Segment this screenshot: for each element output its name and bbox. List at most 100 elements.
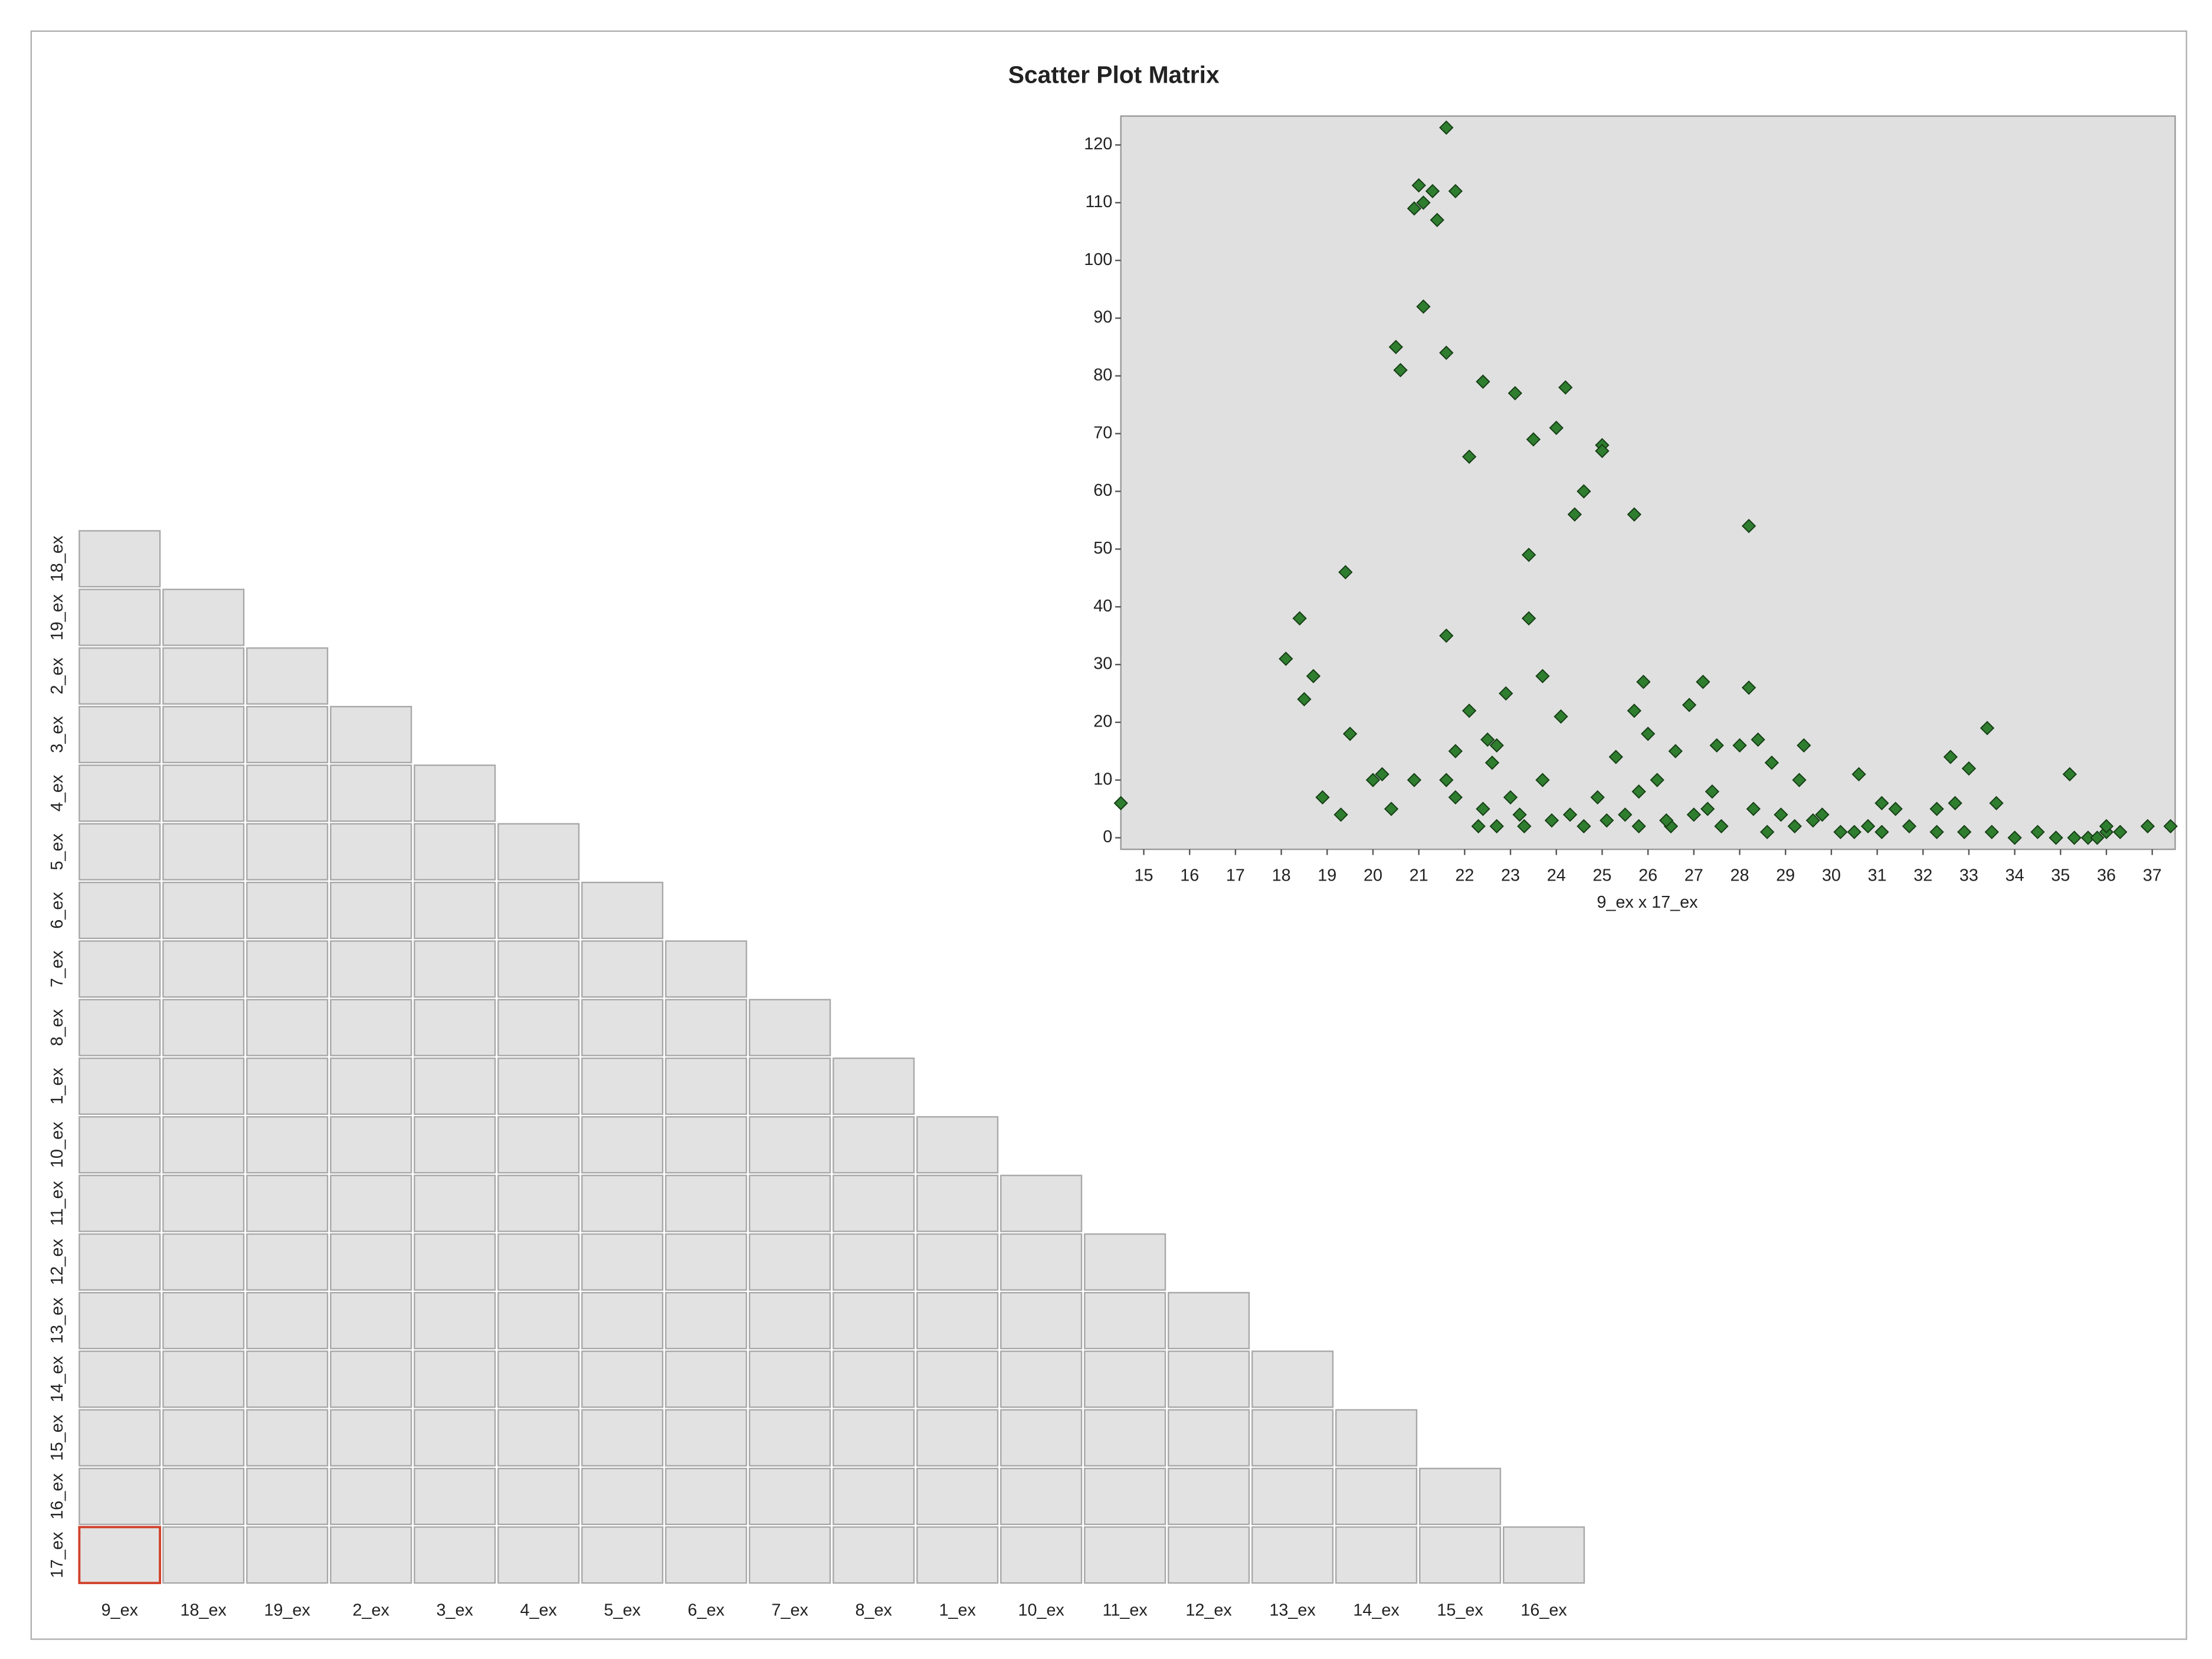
matrix-cell xyxy=(330,1057,412,1115)
matrix-cell xyxy=(414,1526,496,1584)
matrix-cell xyxy=(1168,1350,1250,1408)
matrix-cell xyxy=(414,882,496,940)
point xyxy=(1439,773,1454,787)
matrix-cell xyxy=(749,1174,831,1232)
matrix-cell xyxy=(581,1409,664,1467)
matrix-cell xyxy=(497,1174,580,1232)
point xyxy=(1476,801,1490,816)
matrix-cell xyxy=(916,1116,999,1174)
row-label: 2_ex xyxy=(48,657,67,695)
matrix-cell xyxy=(1084,1233,1166,1291)
point xyxy=(2163,819,2178,834)
point xyxy=(1709,738,1724,753)
matrix-cell xyxy=(246,940,329,998)
matrix-cell xyxy=(78,530,161,588)
column-label: 5_ex xyxy=(604,1601,641,1620)
point xyxy=(1631,784,1646,799)
matrix-cell xyxy=(1000,1292,1083,1350)
point xyxy=(1342,727,1358,741)
point xyxy=(1338,565,1353,580)
point xyxy=(1659,813,1674,828)
matrix-cell xyxy=(162,1350,245,1408)
matrix-cell xyxy=(1251,1526,1334,1584)
matrix-cell xyxy=(78,1057,161,1115)
point xyxy=(1306,669,1321,683)
point xyxy=(1984,824,1999,839)
point xyxy=(1512,807,1527,822)
x-tick-label: 24 xyxy=(1547,866,1566,885)
point xyxy=(1430,212,1444,227)
matrix-cell xyxy=(330,764,412,822)
matrix-cell xyxy=(162,1292,245,1350)
matrix-cell xyxy=(833,1174,915,1232)
point xyxy=(1741,519,1757,534)
point xyxy=(1650,773,1664,787)
matrix-cell xyxy=(581,1526,664,1584)
matrix-cell xyxy=(246,1174,329,1232)
matrix-cell xyxy=(414,1116,496,1174)
column-label: 14_ex xyxy=(1353,1601,1400,1620)
matrix-cell xyxy=(78,1116,161,1174)
matrix-cell xyxy=(916,1350,999,1408)
matrix-cell xyxy=(916,1526,999,1584)
x-tick-label: 32 xyxy=(1913,866,1932,885)
matrix-cell xyxy=(330,1409,412,1467)
point xyxy=(1751,732,1765,747)
point xyxy=(1416,299,1431,314)
matrix-cell xyxy=(78,588,161,646)
matrix-cell xyxy=(414,1057,496,1115)
point xyxy=(2007,830,2022,845)
matrix-cell xyxy=(330,999,412,1056)
point xyxy=(1393,362,1408,378)
matrix-cell xyxy=(665,1292,748,1350)
matrix-cell xyxy=(330,882,412,940)
row-label: 4_ex xyxy=(48,774,67,811)
column-label: 19_ex xyxy=(264,1601,311,1620)
matrix-cell xyxy=(581,1292,664,1350)
matrix-cell xyxy=(1084,1292,1166,1350)
column-label: 18_ex xyxy=(181,1601,227,1620)
matrix-cell xyxy=(246,1409,329,1467)
x-tick-label: 27 xyxy=(1685,866,1703,885)
matrix-cell xyxy=(78,706,161,764)
point xyxy=(1774,807,1788,822)
matrix-cell xyxy=(414,1174,496,1232)
matrix-cell xyxy=(330,1233,412,1291)
matrix-cell xyxy=(162,588,245,646)
matrix-cell xyxy=(749,1350,831,1408)
point xyxy=(1439,120,1454,135)
point xyxy=(1499,686,1513,701)
point xyxy=(1847,824,1862,839)
point xyxy=(1471,819,1486,834)
x-tick-label: 17 xyxy=(1226,866,1245,885)
point xyxy=(1741,680,1757,695)
point xyxy=(1700,801,1715,816)
x-tick-label: 25 xyxy=(1592,866,1611,885)
point xyxy=(1705,784,1720,799)
point xyxy=(1489,819,1504,834)
point xyxy=(1746,801,1761,816)
row-label: 13_ex xyxy=(48,1297,67,1344)
point xyxy=(1577,484,1591,499)
point xyxy=(1590,790,1605,805)
matrix-cell xyxy=(833,1116,915,1174)
point xyxy=(2030,824,2045,839)
point xyxy=(1521,611,1536,626)
point xyxy=(1948,796,1962,810)
matrix-cell xyxy=(162,1057,245,1115)
y-tick-label: 120 xyxy=(1084,135,1112,153)
matrix-cell xyxy=(497,1467,580,1526)
matrix-cell xyxy=(833,1233,915,1291)
matrix-cell xyxy=(330,1350,412,1408)
matrix-cell xyxy=(414,764,496,822)
y-tick-label: 50 xyxy=(1093,539,1112,558)
point xyxy=(1416,195,1431,210)
row-label: 16_ex xyxy=(48,1473,67,1520)
matrix-cell xyxy=(246,647,329,705)
matrix-cell xyxy=(1251,1409,1334,1467)
y-tick-label: 10 xyxy=(1093,770,1112,788)
matrix-cell xyxy=(162,1409,245,1467)
row-label: 8_ex xyxy=(48,1009,67,1046)
matrix-cell xyxy=(246,1467,329,1526)
column-label: 13_ex xyxy=(1269,1601,1316,1620)
